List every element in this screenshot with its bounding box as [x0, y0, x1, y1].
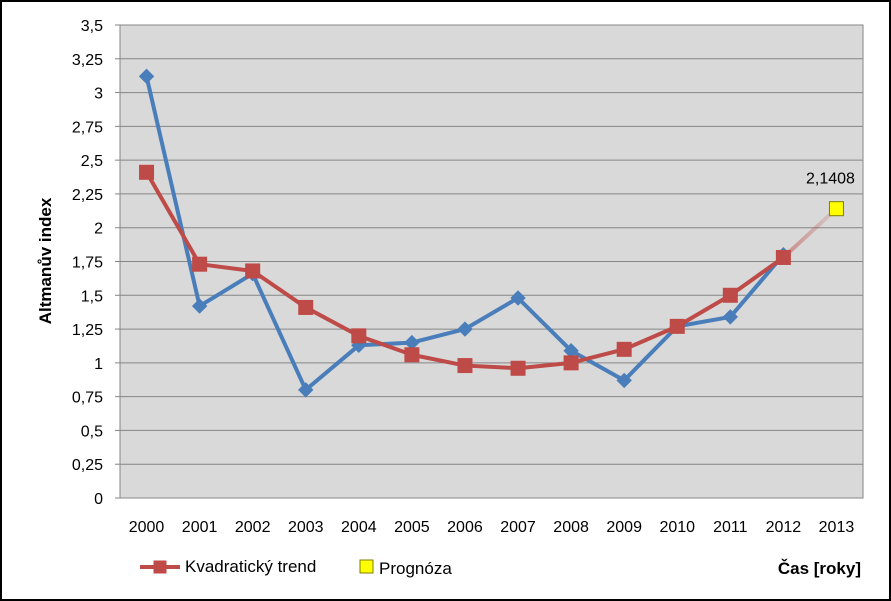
x-tick-label: 2008	[553, 519, 589, 536]
x-tick-label: 2003	[288, 519, 324, 536]
forecast-connector	[782, 207, 838, 259]
y-tick-label: 1,25	[72, 322, 103, 339]
x-tick-label: 2007	[500, 519, 536, 536]
trend-point	[298, 299, 314, 315]
y-tick-label: 1	[94, 356, 103, 373]
actual-point	[722, 309, 739, 325]
trend-point	[669, 318, 685, 334]
y-tick-label: 2,5	[81, 153, 103, 170]
x-tick-label: 2001	[182, 519, 218, 536]
x-axis-tick-labels: 2000 2001 2002 2003 2004 2005 2006 2007 2008 2009…	[129, 519, 855, 536]
x-tick-label: 2011	[713, 519, 748, 536]
y-tick-label: 2,75	[72, 119, 103, 136]
trend-point	[775, 249, 791, 265]
actual-point	[616, 372, 632, 389]
y-tick-label: 2	[94, 221, 103, 238]
actual-point	[457, 321, 473, 337]
y-tick-label: 3	[94, 86, 103, 103]
trend-point	[245, 263, 261, 279]
x-axis-title: Čas [roky]	[778, 559, 861, 578]
y-tick-label: 1,75	[72, 255, 103, 272]
y-tick-label: 1,5	[81, 288, 103, 305]
legend-trend-marker	[153, 560, 167, 574]
y-tick-label: 2,25	[72, 187, 103, 204]
trend-point	[510, 360, 526, 376]
annotations: 2,1408	[806, 171, 855, 188]
actual-point	[298, 382, 314, 398]
x-tick-label: 2000	[129, 519, 165, 536]
x-tick-label: 2004	[341, 519, 377, 536]
y-tick-label: 0,5	[81, 423, 103, 440]
x-tick-label: 2006	[447, 519, 483, 536]
forecast-data-label: 2,1408	[806, 171, 855, 188]
y-tick-label: 0,25	[72, 457, 103, 474]
series-group	[138, 68, 844, 398]
y-tick-label: 0,75	[72, 390, 103, 407]
y-axis-tick-labels: 0 0,25 0,5 0,75 1 1,25 1,5 1,75 2 2,25 2,5 2,75 3 3,2…	[72, 18, 103, 508]
x-tick-label: 2010	[659, 519, 695, 536]
actual-point	[138, 68, 155, 85]
y-tick-label: 0	[94, 491, 103, 508]
legend-forecast-label: Prognóza	[379, 559, 452, 578]
x-tick-label: 2002	[235, 519, 271, 536]
trend-point	[616, 341, 632, 357]
y-axis-title: Altmanův index	[36, 197, 55, 324]
trend-point	[457, 358, 473, 374]
legend-trend-label: Kvadratický trend	[185, 557, 316, 576]
trend-point	[351, 328, 367, 344]
trend-point	[563, 355, 579, 371]
actual-point	[510, 290, 526, 306]
gridlines	[115, 24, 863, 499]
x-tick-label: 2013	[819, 519, 855, 536]
x-tick-label: 2012	[766, 519, 802, 536]
forecast-point	[828, 201, 844, 217]
actual-point	[191, 298, 208, 314]
y-tick-label: 3,25	[72, 52, 103, 69]
trend-point	[192, 256, 208, 272]
trend-point	[139, 164, 155, 180]
x-tick-label: 2009	[606, 519, 642, 536]
legend: Kvadratický trend Prognóza	[140, 557, 452, 578]
x-tick-label: 2005	[394, 519, 430, 536]
y-tick-label: 3,5	[81, 18, 103, 35]
trend-point	[722, 287, 738, 303]
trend-point	[404, 347, 420, 363]
legend-forecast-marker	[359, 559, 374, 574]
